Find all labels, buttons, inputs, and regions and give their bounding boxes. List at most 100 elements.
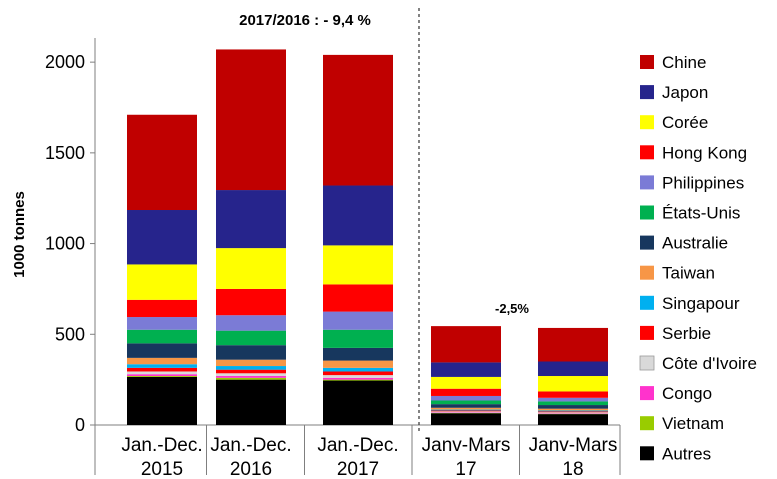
bar-segment-4-8 bbox=[538, 401, 608, 406]
bar-segment-2-10 bbox=[323, 284, 393, 312]
x-category-label: 18 bbox=[562, 459, 583, 479]
y-tick-label: 500 bbox=[55, 324, 85, 344]
bar-segment-1-6 bbox=[216, 359, 286, 367]
y-tick-label: 0 bbox=[75, 415, 85, 435]
bar-segment-2-1 bbox=[323, 379, 393, 381]
bar-segment-0-12 bbox=[127, 210, 197, 265]
legend-swatch bbox=[640, 386, 654, 401]
bar-segment-4-11 bbox=[538, 376, 608, 392]
chart-annotation: 2017/2016 : - 9,4 % bbox=[239, 12, 371, 29]
bar-segment-3-3 bbox=[431, 411, 501, 413]
legend-label: Corée bbox=[662, 113, 708, 132]
legend-swatch bbox=[640, 115, 654, 130]
legend-label: Hong Kong bbox=[662, 143, 747, 162]
bar-segment-1-5 bbox=[216, 366, 286, 370]
chart-annotation: -2,5% bbox=[495, 301, 529, 316]
bar-segment-1-1 bbox=[216, 377, 286, 380]
legend-label: Singapour bbox=[662, 294, 740, 313]
legend-label: États-Unis bbox=[662, 204, 740, 223]
x-category-label: Jan.-Dec. bbox=[210, 435, 291, 456]
bar-segment-2-4 bbox=[323, 371, 393, 376]
legend-label: Chine bbox=[662, 53, 706, 72]
bar-segment-4-7 bbox=[538, 405, 608, 409]
legend-label: Taiwan bbox=[662, 264, 715, 283]
bar-segment-3-0 bbox=[431, 413, 501, 425]
bar-segment-1-4 bbox=[216, 369, 286, 374]
bar-segment-1-3 bbox=[216, 373, 286, 377]
legend-swatch bbox=[640, 145, 654, 160]
x-category-label: 2015 bbox=[141, 459, 183, 479]
legend-swatch bbox=[640, 295, 654, 310]
bar-segment-3-4 bbox=[431, 410, 501, 412]
bar-segment-1-8 bbox=[216, 330, 286, 346]
bar-segment-0-4 bbox=[127, 367, 197, 372]
bar-segment-2-5 bbox=[323, 367, 393, 372]
legend-swatch bbox=[639, 355, 655, 371]
bar-segment-0-10 bbox=[127, 299, 197, 318]
bar-segment-4-12 bbox=[538, 361, 608, 377]
bar-segment-4-13 bbox=[538, 327, 608, 362]
legend-label: Vietnam bbox=[662, 414, 724, 433]
y-tick-label: 1000 bbox=[45, 234, 85, 254]
bar-segment-0-2 bbox=[127, 374, 197, 377]
bar-segment-1-13 bbox=[216, 49, 286, 191]
bar-segment-0-8 bbox=[127, 329, 197, 344]
legend-swatch bbox=[640, 235, 654, 250]
bar-segment-1-0 bbox=[216, 379, 286, 425]
bar-segment-3-7 bbox=[431, 404, 501, 408]
bar-segment-4-9 bbox=[538, 397, 608, 402]
bar-segment-4-2 bbox=[538, 413, 608, 414]
legend-label: Congo bbox=[662, 384, 712, 403]
bar-segment-2-13 bbox=[323, 54, 393, 186]
y-tick-label: 1500 bbox=[45, 143, 85, 163]
bar-segment-3-10 bbox=[431, 388, 501, 396]
bar-segment-0-0 bbox=[127, 376, 197, 425]
legend-label: Japon bbox=[662, 83, 708, 102]
bar-segment-4-4 bbox=[538, 411, 608, 413]
legend-label: Côte d'Ivoire bbox=[662, 354, 757, 373]
bar-segment-0-6 bbox=[127, 357, 197, 365]
bar-segment-2-0 bbox=[323, 380, 393, 425]
bar-segment-4-0 bbox=[538, 414, 608, 425]
legend-swatch bbox=[640, 205, 654, 220]
x-category-label: Jan.-Dec. bbox=[317, 435, 398, 456]
bar-segment-2-6 bbox=[323, 360, 393, 368]
bar-segment-3-5 bbox=[431, 409, 501, 411]
legend-label: Serbie bbox=[662, 324, 711, 343]
legend-label: Autres bbox=[662, 444, 711, 463]
bar-segment-3-12 bbox=[431, 362, 501, 377]
y-axis-title: 1000 tonnes bbox=[11, 191, 28, 278]
bar-segment-2-12 bbox=[323, 185, 393, 246]
bar-segment-2-9 bbox=[323, 311, 393, 330]
bar-segment-1-7 bbox=[216, 345, 286, 360]
legend-swatch bbox=[640, 55, 654, 69]
x-category-label: 2016 bbox=[230, 459, 272, 479]
bar-segment-1-11 bbox=[216, 248, 286, 289]
x-category-label: Jan.-Dec. bbox=[121, 435, 202, 456]
bar-segment-4-10 bbox=[538, 391, 608, 398]
bar-segment-3-2 bbox=[431, 412, 501, 413]
bar-segment-0-3 bbox=[127, 371, 197, 375]
legend-swatch bbox=[640, 325, 654, 340]
bar-segment-2-8 bbox=[323, 329, 393, 348]
bar-segment-0-5 bbox=[127, 364, 197, 368]
bar-segment-1-12 bbox=[216, 190, 286, 249]
bar-segment-2-7 bbox=[323, 347, 393, 361]
bar-segment-4-3 bbox=[538, 412, 608, 414]
bar-segment-1-9 bbox=[216, 315, 286, 331]
bar-segment-2-11 bbox=[323, 245, 393, 285]
bar-segment-0-11 bbox=[127, 264, 197, 300]
bar-segment-0-1 bbox=[127, 376, 197, 377]
y-tick-label: 2000 bbox=[45, 52, 85, 72]
bar-segment-4-5 bbox=[538, 410, 608, 412]
legend-swatch bbox=[640, 416, 654, 431]
bar-segment-3-8 bbox=[431, 400, 501, 405]
legend-swatch bbox=[640, 446, 654, 461]
bar-segment-4-6 bbox=[538, 408, 608, 411]
bar-segment-0-7 bbox=[127, 343, 197, 358]
bar-segment-3-6 bbox=[431, 407, 501, 410]
bar-segment-1-10 bbox=[216, 288, 286, 316]
bar-segment-3-13 bbox=[431, 326, 501, 363]
